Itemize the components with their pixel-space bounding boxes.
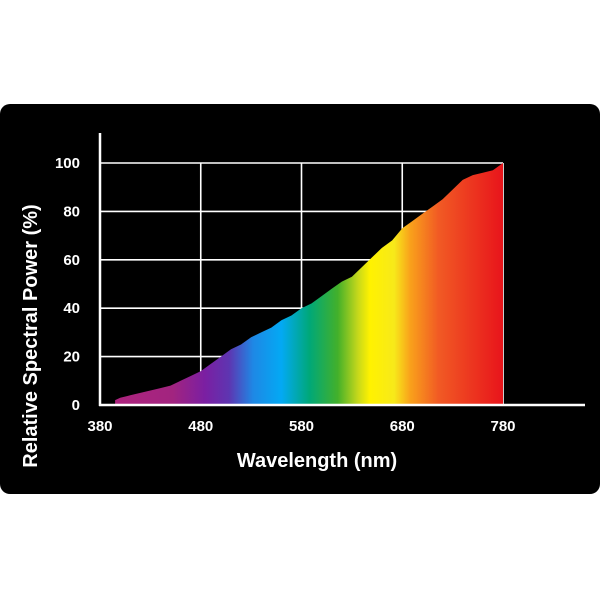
x-tick-label-680: 680 [390, 418, 415, 435]
x-axis-title: Wavelength (nm) [237, 450, 397, 472]
x-tick-label-380: 380 [87, 418, 112, 435]
y-tick-label-60: 60 [63, 252, 80, 269]
y-axis-title: Relative Spectral Power (%) [20, 204, 42, 467]
y-tick-labels: 0 20 40 60 80 100 [55, 155, 80, 414]
y-tick-label-100: 100 [55, 155, 80, 172]
x-tick-label-480: 480 [188, 418, 213, 435]
y-tick-label-80: 80 [63, 203, 80, 220]
x-tick-label-780: 780 [490, 418, 515, 435]
y-tick-label-0: 0 [72, 397, 80, 414]
y-tick-label-20: 20 [63, 349, 80, 366]
y-tick-label-40: 40 [63, 300, 80, 317]
spectral-power-chart: 0 20 40 60 80 100 380 480 580 680 780 Wavelength … [20, 133, 585, 472]
spectrum-area [115, 163, 504, 405]
axes [98, 133, 585, 407]
x-tick-labels: 380 480 580 680 780 [87, 418, 515, 435]
chart-card: 0 20 40 60 80 100 380 480 580 680 780 Wavelength … [0, 104, 600, 494]
x-tick-label-580: 580 [289, 418, 314, 435]
